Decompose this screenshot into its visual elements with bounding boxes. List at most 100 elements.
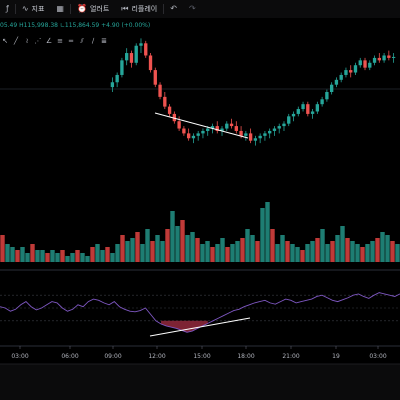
volume-bar [115,244,120,262]
toolbar-divider [14,4,16,14]
price-trendline[interactable] [154,112,249,139]
brush-tool-icon[interactable]: ∕ [91,37,95,45]
fib-tool-icon[interactable]: ≡ [57,37,63,45]
candle-body [349,70,353,73]
volume-bar [285,241,290,262]
candle-body [153,70,157,85]
volume-bar [45,253,50,262]
volume-bar [25,253,30,262]
ruler-tool-icon[interactable]: ≣ [101,37,107,45]
redo-icon: ↷ [188,4,196,13]
volume-bar [235,241,240,262]
candle-body [215,126,219,131]
time-label: 03:00 [369,353,386,360]
fx-button[interactable]: ƒ [0,0,15,18]
alert-label: 얼러트 [89,5,110,13]
candle-body [225,123,229,129]
volume-bar [35,250,40,262]
undo-button[interactable]: ↶ [164,0,183,18]
volume-bar [210,247,215,262]
candle-body [144,43,148,56]
candle-body [368,62,372,68]
volume-bar [75,250,80,262]
candle-body [196,133,200,136]
time-label: 12:00 [148,353,165,360]
price-chart[interactable]: 05.49 H115,998.38 ∟115,864.59 +4.90 (+0.… [0,18,400,400]
volume-bar [100,250,105,262]
top-toolbar: ƒ ∿ 지표 ▦ ⏰ 얼러트 ⏮ 리플레이 ↶ ↷ [0,0,400,19]
candle-body [139,43,143,46]
indicators-button[interactable]: ∿ 지표 [16,0,51,18]
redo-button[interactable]: ↷ [183,0,202,18]
volume-bar [370,241,375,262]
volume-bar [130,238,135,262]
candle-body [315,104,320,112]
candle-body [201,130,205,134]
volume-bar [125,241,130,262]
trendline-tool-icon[interactable]: ╱ [13,37,19,45]
volume-bar [245,229,250,262]
volume-bar [110,253,115,262]
volume-bar [305,244,310,262]
volume-bar [340,226,345,262]
volume-bar [295,247,300,262]
zigzag-tool-icon[interactable]: ≀ [25,37,29,45]
candle-body [296,109,300,114]
volume-bar [80,253,85,262]
time-label: 06:00 [61,353,78,360]
candle-body [291,113,296,117]
volume-bar [330,241,335,262]
volume-bar [260,208,265,262]
candle-body [248,133,253,141]
volume-bar [60,250,65,262]
candle-body [344,70,348,75]
candle-body [115,74,119,83]
time-label: 15:00 [193,353,210,360]
volume-bar [165,229,170,262]
candle-body [372,57,377,63]
volume-bar [395,244,400,262]
volume-bar [375,238,380,262]
rsi-pane [0,292,400,337]
chart-background [0,18,400,400]
candle-body [129,53,134,63]
candle-body [353,65,358,73]
pattern-tool-icon[interactable]: ⋰ [34,37,42,45]
candle-body [287,116,291,124]
time-label: 21:00 [282,353,299,360]
cursor-tool-icon[interactable]: ↖ [2,37,8,45]
replay-button[interactable]: ⏮ 리플레이 [115,0,163,18]
volume-bar [325,244,330,262]
candle-body [229,123,234,127]
candle-body [186,133,191,139]
candle-body [391,56,396,58]
layout-button[interactable]: ▦ [50,0,70,18]
volume-bar [265,202,270,262]
volume-bar [95,244,100,262]
volume-bar [280,235,285,262]
volume-bar [300,250,305,262]
volume-bar [310,241,315,262]
indicators-label: 지표 [31,5,45,13]
trendline [154,112,249,139]
path-tool-icon[interactable]: ∠ [45,37,53,45]
volume-bar [335,235,340,262]
alert-button[interactable]: ⏰ 얼러트 [71,0,115,18]
volume-bar [380,232,385,262]
rsi-oversold-fill [161,320,208,333]
candle-body [158,84,162,97]
time-label: 09:00 [104,353,121,360]
volume-bar [225,247,230,262]
volume-bar [185,235,190,262]
volume-bar [175,226,180,262]
volume-bar [215,244,220,262]
volume-bar [30,244,35,262]
candle-body [320,99,324,105]
parallel-tool-icon[interactable]: ⫽ [80,36,84,45]
candle-body [191,135,196,139]
hline-tool-icon[interactable]: ═ [68,37,74,45]
candle-body [377,57,381,61]
candle-body [382,55,386,61]
candle-body [244,133,248,136]
candle-body [334,79,339,85]
